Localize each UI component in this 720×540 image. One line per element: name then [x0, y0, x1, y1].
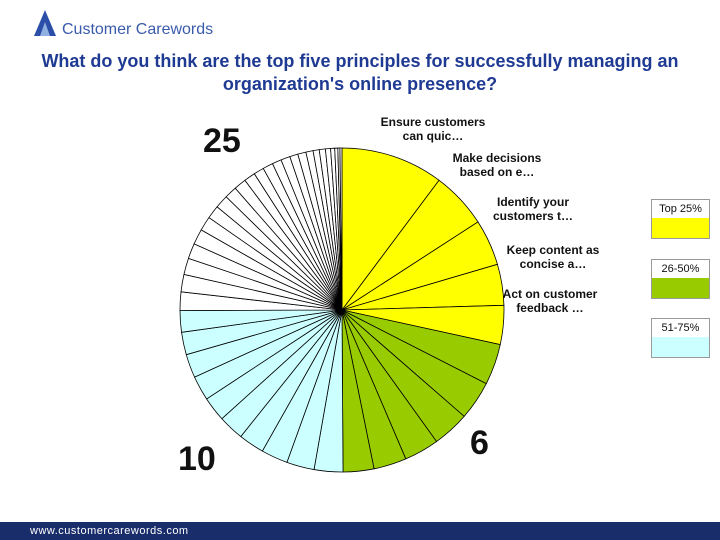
legend-label: Top 25% [659, 203, 702, 215]
count-label: 25 [203, 122, 241, 160]
legend-entry: 51-75% [651, 318, 710, 358]
chart-title: What do you think are the top five princ… [41, 51, 679, 94]
pie-slice [341, 147, 440, 312]
slice-label: Act on customer feedback … [502, 287, 598, 315]
pie-slice [339, 147, 343, 311]
slice-label: Identify your customers t… [492, 195, 574, 223]
legend-label: 26-50% [661, 263, 700, 275]
footer-url: www.customercarewords.com [30, 525, 189, 537]
count-label: 10 [178, 440, 216, 478]
slice-label: Ensure customers can quic… [380, 115, 486, 143]
logo-icon [34, 10, 56, 36]
legend-swatch [652, 218, 709, 238]
pie-chart [179, 147, 505, 473]
legend-swatch [652, 337, 709, 357]
legend-swatch [652, 278, 709, 298]
footer-bar: www.customercarewords.com [0, 522, 720, 540]
slice-label: Keep content as concise a… [506, 243, 600, 271]
logo-text: Customer Carewords [62, 21, 214, 38]
legend-label: 51-75% [661, 322, 700, 334]
legend-entry: 26-50% [651, 259, 710, 299]
slice-label: Make decisions based on e… [452, 151, 542, 179]
legend-entry: Top 25% [651, 199, 710, 239]
count-label: 6 [470, 424, 489, 462]
